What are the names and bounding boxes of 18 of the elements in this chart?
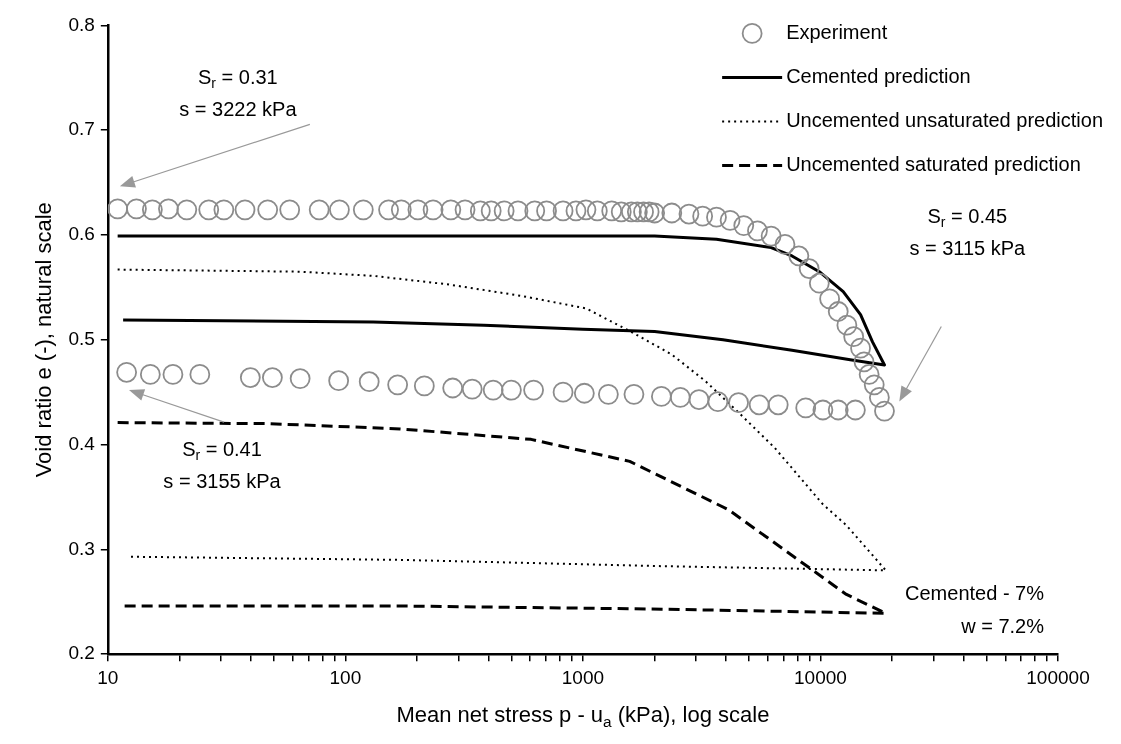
y-tick-label: 0.7 <box>68 118 95 140</box>
x-tick-label: 100000 <box>1026 666 1090 688</box>
y-tick-label: 0.5 <box>68 328 95 350</box>
x-tick-label: 1000 <box>561 666 605 688</box>
y-tick-label: 0.4 <box>68 432 96 454</box>
y-axis-title: Void ratio e (-), natural scale <box>31 202 57 478</box>
y-tick-label: 0.2 <box>68 642 95 664</box>
x-tick-label: 10000 <box>794 666 847 688</box>
legend-label: Uncemented saturated prediction <box>786 152 1081 175</box>
legend-label: Uncemented unsaturated prediction <box>786 108 1104 131</box>
x-tick-label: 10 <box>97 666 119 688</box>
x-tick-label: 100 <box>329 666 362 688</box>
y-tick-label: 0.8 <box>68 13 95 35</box>
annotation: Cemented - 7% w = 7.2% <box>905 581 1045 637</box>
y-tick-label: 0.3 <box>68 537 95 559</box>
legend-label: Cemented prediction <box>786 64 971 87</box>
y-tick-label: 0.6 <box>68 223 95 245</box>
legend-label: Experiment <box>786 20 888 43</box>
